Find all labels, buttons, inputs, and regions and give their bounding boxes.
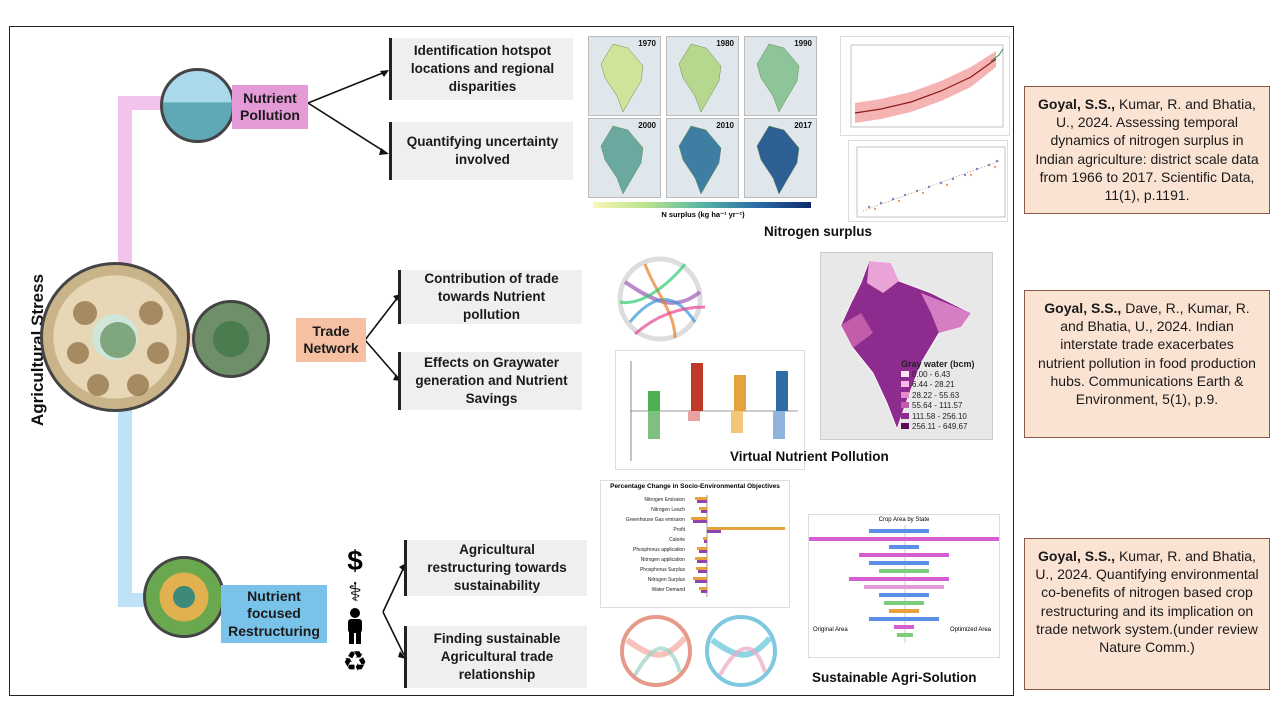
caption-nitrogen-surplus: Nitrogen surplus (764, 224, 873, 239)
caption-sustainable-agri: Sustainable Agri-Solution (812, 670, 977, 685)
objective-trade-relationship: Finding sustainable Agricultural trade r… (404, 626, 587, 688)
graywater-india-map: Gray water (bcm) 0.00 - 6.43 6.44 - 28.2… (820, 252, 993, 440)
restructuring-chord-right (700, 610, 782, 692)
icon-column: $ ⚕ ♻ (330, 545, 380, 690)
objective-uncertainty: Quantifying uncertainty involved (389, 122, 573, 180)
reference-1: Goyal, S.S., Kumar, R. and Bhatia, U., 2… (1024, 86, 1270, 214)
diagram-frame (9, 26, 1014, 696)
nitrogen-maps-grid: 1970 1980 1990 2000 2010 2017 N surplus … (583, 36, 823, 222)
crop-area-right-label: Optimized Area (949, 627, 991, 633)
objective-hotspot: Identification hotspot locations and reg… (389, 38, 573, 100)
crop-area-title: Crop Area by State (878, 517, 930, 523)
objective-trade-contribution: Contribution of trade towards Nutrient p… (398, 270, 582, 324)
person-icon (330, 607, 380, 645)
objective-graywater: Effects on Graywater generation and Nutr… (398, 352, 582, 410)
map-colorbar (593, 202, 811, 208)
nitrogen-timeseries-chart (840, 36, 1010, 136)
nitrogen-boxplot-chart (848, 140, 1008, 222)
legend-item: 256.11 - 649.67 (901, 422, 991, 433)
trade-network-image (192, 300, 270, 378)
india-map-shapes (600, 43, 800, 195)
restructuring-image (143, 556, 225, 638)
graywater-legend: Gray water (bcm) 0.00 - 6.43 6.44 - 28.2… (901, 359, 991, 433)
legend-item: 55.64 - 111.57 (901, 401, 991, 412)
objective-restructuring: Agricultural restructuring towards susta… (404, 540, 587, 596)
legend-title: Gray water (bcm) (901, 359, 975, 369)
reference-2: Goyal, S.S., Dave, R., Kumar, R. and Bha… (1024, 290, 1270, 438)
map-colorbar-label: N surplus (kg ha⁻¹ yr⁻¹) (661, 210, 745, 219)
dollar-icon: $ (347, 545, 363, 576)
health-caduceus-icon: ⚕ (347, 577, 363, 607)
legend-item: 6.44 - 28.21 (901, 380, 991, 391)
pct-change-chart: Percentage Change in Socio-Environmental… (600, 480, 790, 608)
legend-item: 28.22 - 55.63 (901, 391, 991, 402)
restructuring-chord-left (615, 610, 697, 692)
nutrient-pollution-image (160, 68, 235, 143)
crop-area-chart: Crop Area by State Original Area Optimiz… (808, 514, 1000, 658)
recycle-icon: ♻ (342, 646, 368, 677)
tag-trade-network: Trade Network (296, 318, 366, 362)
tag-restructuring: Nutrient focused Restructuring (221, 585, 327, 643)
pct-change-title: Percentage Change in Socio-Environmental… (610, 483, 780, 490)
agriculture-under-stress-image (40, 262, 190, 412)
reference-3: Goyal, S.S., Kumar, R. and Bhatia, U., 2… (1024, 538, 1270, 690)
crop-area-left-label: Original Area (813, 627, 848, 633)
legend-item: 0.00 - 6.43 (901, 370, 991, 381)
nitrogen-loss-bar-chart (615, 350, 805, 470)
trade-chord-diagram (605, 252, 715, 347)
tag-nutrient-pollution: Nutrient Pollution (232, 85, 308, 129)
legend-item: 111.58 - 256.10 (901, 412, 991, 423)
pct-change-categories: Nitrogen Emission Nitrogen Leach Greenhou… (625, 497, 685, 593)
caption-virtual-nutrient: Virtual Nutrient Pollution (730, 449, 889, 464)
